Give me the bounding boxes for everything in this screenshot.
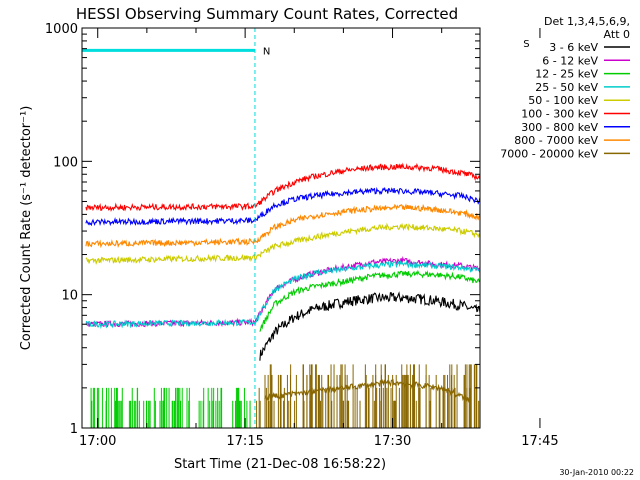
series-line-25-50-keV [85, 259, 480, 329]
footer-timestamp: 30-Jan-2010 00:22 [559, 468, 634, 477]
legend-entry-50-100-keV: 50 - 100 keV [528, 94, 598, 107]
x-tick-label: 17:15 [226, 434, 263, 449]
legend-entry-6-12-keV: 6 - 12 keV [542, 54, 598, 67]
bar-label-s: S [523, 39, 529, 50]
legend-entry-3-6-keV: 3 - 6 keV [549, 41, 598, 54]
y-tick-label: 100 [53, 155, 78, 170]
series-line-12-25-keV [259, 269, 480, 332]
legend-header-line-1: Det 1,3,4,5,6,9, [544, 15, 630, 28]
series-line-50-100-keV [85, 222, 480, 265]
legend-entry-12-25-keV: 12 - 25 keV [535, 68, 598, 81]
y-axis-label: Corrected Count Rate (s⁻¹ detector⁻¹) [19, 106, 34, 351]
legend-entry-7000-20000-keV: 7000 - 20000 keV [500, 147, 598, 160]
chart-title: HESSI Observing Summary Count Rates, Cor… [76, 5, 458, 23]
x-axis-label: Start Time (21-Dec-08 16:58:22) [174, 457, 386, 472]
x-tick-label: 17:45 [521, 434, 558, 449]
y-tick-label: 1000 [45, 22, 78, 37]
bar-label-n: N [263, 46, 270, 57]
legend-entry-25-50-keV: 25 - 50 keV [535, 81, 598, 94]
series-group [82, 28, 480, 428]
series-line-100-300-keV [85, 162, 480, 213]
series-line-3-6-keV [259, 291, 480, 361]
series-line-800-7000-keV [85, 203, 480, 249]
x-tick-label: 17:00 [79, 434, 116, 449]
y-tick-label: 1 [70, 422, 78, 437]
axes-frame [81, 27, 481, 429]
y-tick-label: 10 [61, 289, 78, 304]
plot-area: NS [82, 28, 530, 428]
axes: 110100100017:0017:1517:3017:4518:0018:15… [45, 22, 559, 449]
series-line-300-800-keV [85, 186, 480, 227]
legend-header-line-2: Att 0 [604, 28, 630, 41]
legend-entry-100-300-keV: 100 - 300 keV [521, 108, 598, 121]
legend-entry-800-7000-keV: 800 - 7000 keV [514, 134, 598, 147]
legend-entry-300-800-keV: 300 - 800 keV [521, 121, 598, 134]
x-tick-label: 17:30 [374, 434, 411, 449]
